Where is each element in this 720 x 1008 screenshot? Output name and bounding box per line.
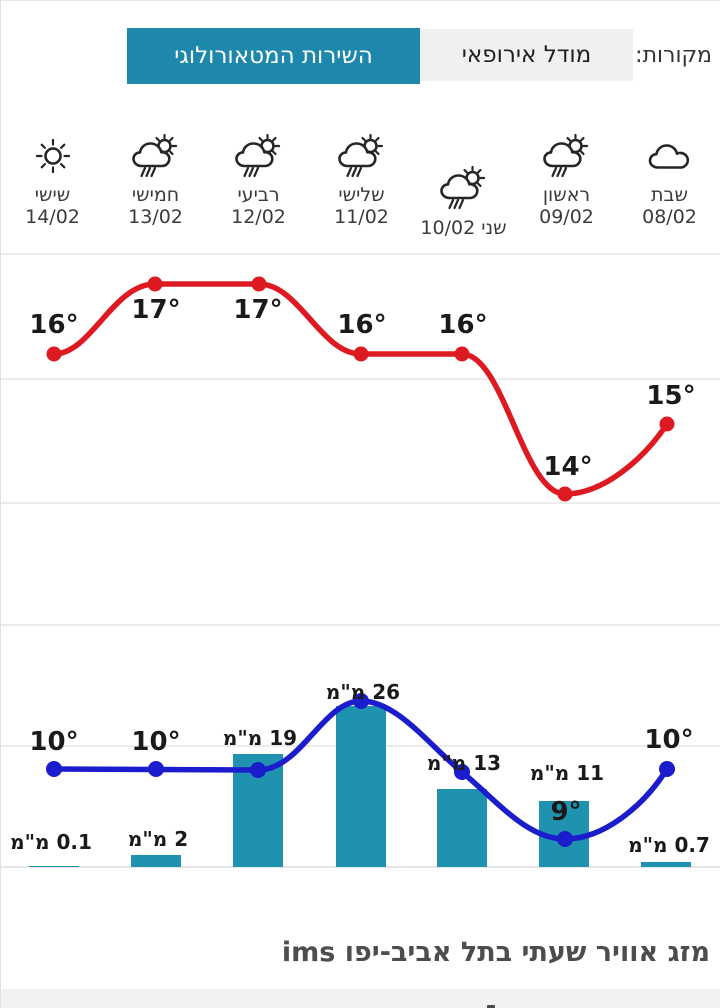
day-column-sunday: ראשון 09/02 bbox=[515, 131, 618, 228]
precip-bar bbox=[336, 706, 386, 867]
day-column-thursday: חמישי 13/02 bbox=[104, 131, 207, 228]
partial-element-mark bbox=[487, 1005, 495, 1008]
high-temp-label: 16° bbox=[29, 310, 79, 340]
day-name-date: שני 10/02 bbox=[412, 217, 515, 239]
precip-label: 13 מ"מ bbox=[426, 751, 502, 775]
low-temp-label: 10° bbox=[131, 727, 181, 757]
day-name: חמישי bbox=[131, 184, 180, 206]
day-date: 09/02 bbox=[539, 206, 594, 228]
day-column-tuesday: שלישי 11/02 bbox=[310, 131, 413, 228]
high-temp-point bbox=[454, 346, 470, 362]
day-date: 14/02 bbox=[25, 206, 80, 228]
high-temp-label: 17° bbox=[233, 295, 283, 325]
high-temp-point bbox=[147, 276, 163, 292]
precip-bar bbox=[29, 866, 79, 867]
low-temp-label: 10° bbox=[29, 727, 79, 757]
sun-icon bbox=[1, 131, 104, 181]
high-temp-label: 14° bbox=[543, 452, 593, 482]
day-column-friday: שישי 14/02 bbox=[1, 131, 104, 228]
sun-rain-icon bbox=[104, 131, 207, 181]
high-temp-label: 16° bbox=[438, 310, 488, 340]
precip-bar bbox=[437, 789, 487, 867]
section-title-hourly-weather: מזג אוויר שעתי בתל אביב-יפו ims bbox=[281, 937, 710, 968]
high-temp-label: 16° bbox=[337, 310, 387, 340]
precip-label: 11 מ"מ bbox=[529, 761, 605, 785]
tab-label: מודל אירופאי bbox=[461, 42, 592, 68]
low-temp-label: 9° bbox=[550, 797, 582, 827]
sun-rain-icon bbox=[310, 131, 413, 181]
tab-european-model[interactable]: מודל אירופאי bbox=[420, 29, 633, 81]
day-name: רביעי bbox=[237, 184, 280, 206]
sun-rain-icon bbox=[207, 131, 310, 181]
tab-label: השירות המטאורולוגי bbox=[174, 43, 373, 69]
precip-label: 2 מ"מ bbox=[127, 827, 189, 851]
low-temp-label: 10° bbox=[644, 725, 694, 755]
precip-label: 19 מ"מ bbox=[222, 726, 298, 750]
day-name: שבת bbox=[651, 184, 688, 206]
day-date: 13/02 bbox=[128, 206, 183, 228]
high-temp-point bbox=[46, 346, 62, 362]
day-date: 12/02 bbox=[231, 206, 286, 228]
high-temp-point bbox=[251, 276, 267, 292]
precip-label: 0.1 מ"מ bbox=[10, 830, 92, 854]
high-temp-point bbox=[353, 346, 369, 362]
day-date: 08/02 bbox=[642, 206, 697, 228]
sun-rain-icon bbox=[515, 131, 618, 181]
day-name: ראשון bbox=[542, 184, 591, 206]
gridlines bbox=[1, 253, 720, 868]
sources-label: מקורות: bbox=[635, 43, 712, 68]
precip-label: 26 מ"מ bbox=[325, 680, 401, 704]
high-temp-point bbox=[659, 416, 675, 432]
cloud-icon bbox=[618, 131, 720, 181]
day-date: 11/02 bbox=[334, 206, 389, 228]
high-temp-label: 17° bbox=[131, 295, 181, 325]
low-temp-point bbox=[659, 761, 675, 777]
tab-meteorological-service[interactable]: השירות המטאורולוגי bbox=[127, 28, 420, 84]
low-temp-point bbox=[557, 831, 573, 847]
precip-label: 0.7 מ"מ bbox=[628, 833, 710, 857]
footer-band bbox=[1, 989, 720, 1008]
day-date: 10/02 bbox=[420, 217, 476, 239]
day-column-wednesday: רביעי 12/02 bbox=[207, 131, 310, 228]
precip-bar bbox=[233, 754, 283, 867]
low-temp-point bbox=[46, 761, 62, 777]
sun-rain-icon bbox=[412, 163, 515, 213]
day-column-monday: שני 10/02 bbox=[412, 131, 515, 239]
day-name: שלישי bbox=[338, 184, 385, 206]
low-temp-point bbox=[148, 761, 164, 777]
high-temp-label: 15° bbox=[646, 381, 696, 411]
high-temp-point bbox=[557, 486, 573, 502]
day-column-saturday: שבת 08/02 bbox=[618, 131, 720, 228]
low-temp-point bbox=[250, 762, 266, 778]
precip-bar bbox=[131, 855, 181, 867]
day-name: שישי bbox=[34, 184, 71, 206]
precip-bar bbox=[641, 862, 691, 867]
day-name: שני bbox=[481, 217, 507, 239]
